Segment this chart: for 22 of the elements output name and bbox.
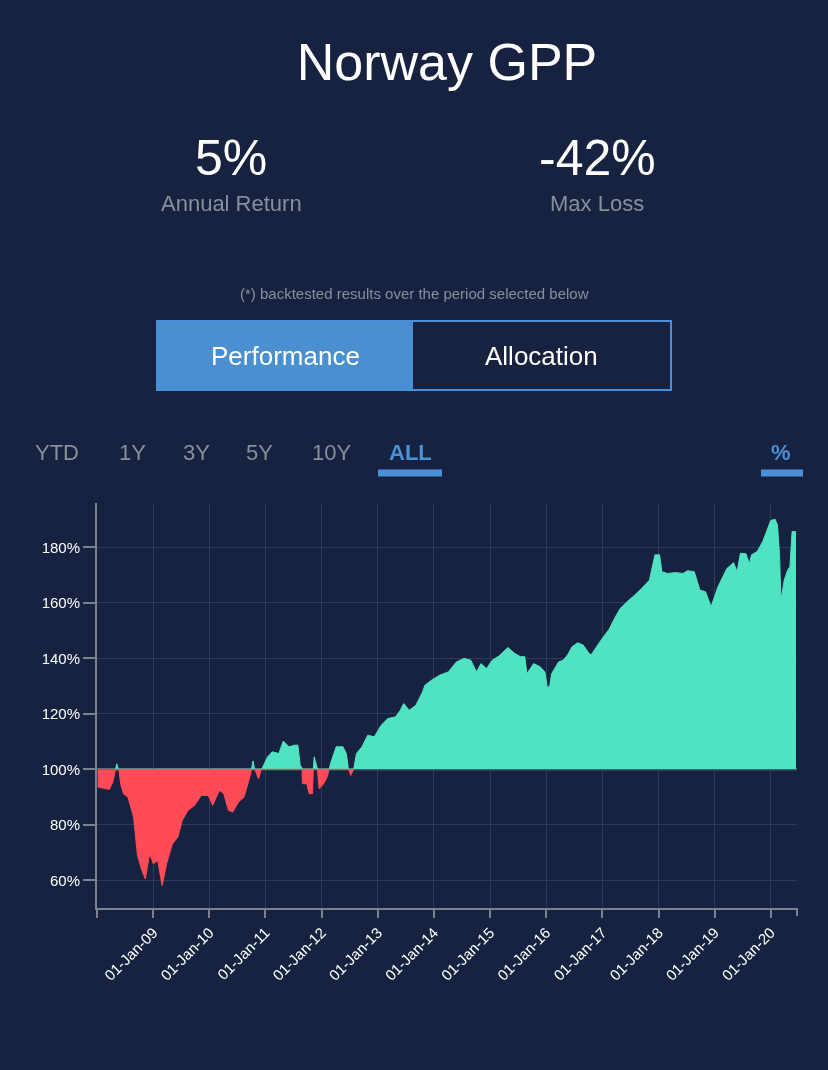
text: -42%	[539, 130, 656, 186]
chart-title: Norway GPP	[296, 33, 598, 92]
y-tick-label: 160%	[41, 594, 80, 612]
text: Annual Return	[161, 191, 302, 216]
y-tick-label: 180%	[41, 538, 80, 556]
text: 5%	[195, 130, 268, 186]
y-tick-label: 80%	[49, 816, 80, 834]
text: Max Loss	[550, 191, 645, 216]
text: YTD	[35, 440, 79, 465]
text: 3Y	[183, 440, 211, 465]
text: Allocation	[485, 341, 598, 371]
y-tick-label: 100%	[41, 760, 80, 778]
y-tick-label: 140%	[41, 649, 80, 667]
text: ALL	[389, 440, 432, 465]
y-tick-label: 60%	[49, 871, 80, 889]
y-tick-label: 120%	[41, 705, 80, 723]
text: (*) backtested results over the period selected below	[240, 285, 589, 302]
text: %	[771, 440, 791, 465]
text: 10Y	[312, 440, 352, 465]
text: 5Y	[246, 440, 274, 465]
text: 1Y	[119, 440, 147, 465]
text: Performance	[211, 341, 360, 371]
